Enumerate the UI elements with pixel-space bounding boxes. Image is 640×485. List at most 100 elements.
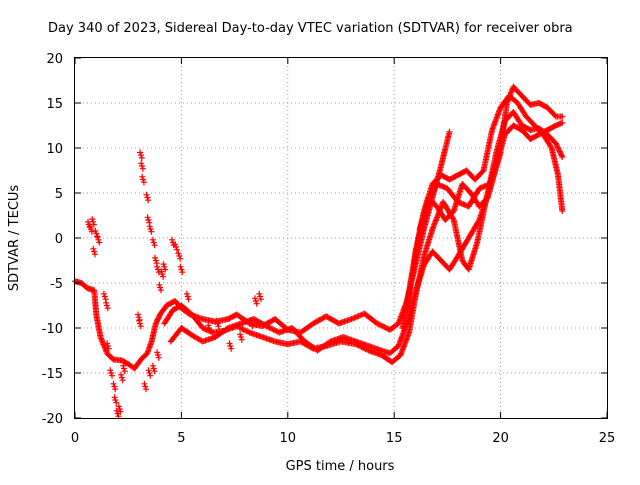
data-point [158,287,164,294]
data-point [104,305,111,312]
data-point [238,336,245,343]
data-point [257,293,264,300]
data-point [140,179,147,186]
data-point [258,296,264,303]
x-tick-label: 15 [386,431,403,446]
data-point [109,372,115,379]
y-tick-label: -15 [42,367,63,382]
data-point [226,340,233,347]
data-point [155,266,161,273]
data-point [151,242,158,249]
data-point [144,214,151,221]
data-point [140,176,147,183]
data-point [135,311,141,318]
series-track-c [167,149,504,357]
data-point [558,151,564,158]
data-point [556,148,563,155]
y-tick-label: -20 [42,412,63,427]
data-point [169,236,175,243]
y-tick-label: 0 [55,232,63,247]
data-point [154,349,161,356]
data-point [559,154,566,160]
data-point [103,299,110,306]
data-point [179,269,186,276]
data-point [119,377,126,384]
data-point [87,223,94,230]
data-point [177,255,184,262]
data-point [103,302,110,309]
data-point [143,191,150,198]
data-point [150,239,157,246]
data-point [90,221,97,228]
data-point [120,362,127,369]
data-point [158,268,165,275]
data-point [160,261,167,268]
data-point [111,394,118,401]
data-point [552,140,559,147]
data-point [475,218,482,225]
y-axis-title: SDTVAR / TECUs [7,185,22,292]
data-point [147,226,154,232]
data-point [93,230,100,237]
data-point [450,215,456,222]
data-point [547,143,554,150]
data-point [145,217,152,223]
data-point [237,331,244,338]
data-point [141,380,148,387]
data-point [253,300,260,307]
data-point [162,266,169,273]
data-point [145,197,152,204]
series-isolated-clusters [85,149,264,420]
data-point [152,254,158,261]
data-point [107,367,114,374]
x-tick-label: 0 [71,431,79,446]
data-point [96,239,103,246]
data-point [176,253,183,259]
data-point [205,322,212,329]
data-point [111,383,118,390]
data-point [559,208,566,214]
y-tick-label: -5 [50,277,63,292]
data-point [446,128,453,135]
data-point [173,246,180,253]
x-tick-label: 20 [492,431,509,446]
data-point [116,406,123,412]
data-point [252,295,258,302]
data-point [150,365,157,372]
data-point [173,244,180,250]
data-point [105,343,111,349]
data-point [88,228,95,235]
data-point [90,245,97,252]
data-point [85,218,91,225]
data-point [139,173,146,180]
data-point [147,372,154,379]
y-tick-label: 10 [46,142,63,157]
data-point [160,273,167,280]
x-tick-label: 10 [280,431,297,446]
data-point [146,370,153,376]
data-point [213,317,220,324]
plot-frame [74,57,608,419]
data-point [88,226,94,232]
data-point [143,386,150,393]
x-axis-title: GPS time / hours [286,459,395,474]
grid-layer [75,58,607,418]
data-point [183,290,190,297]
data-point [175,250,182,257]
x-tick-label: 25 [599,431,616,446]
x-tick-label: 5 [177,431,185,446]
data-point [92,251,98,258]
y-tick-label: 20 [46,52,63,67]
data-point [118,371,124,378]
data-point [161,263,168,270]
data-point [104,340,111,347]
data-point [151,368,158,375]
data-point [249,323,256,330]
data-point [228,345,235,352]
data-point [120,365,127,372]
data-point [206,327,213,334]
data-point [145,367,152,374]
series-track-b [161,109,566,366]
data-point [559,119,566,126]
